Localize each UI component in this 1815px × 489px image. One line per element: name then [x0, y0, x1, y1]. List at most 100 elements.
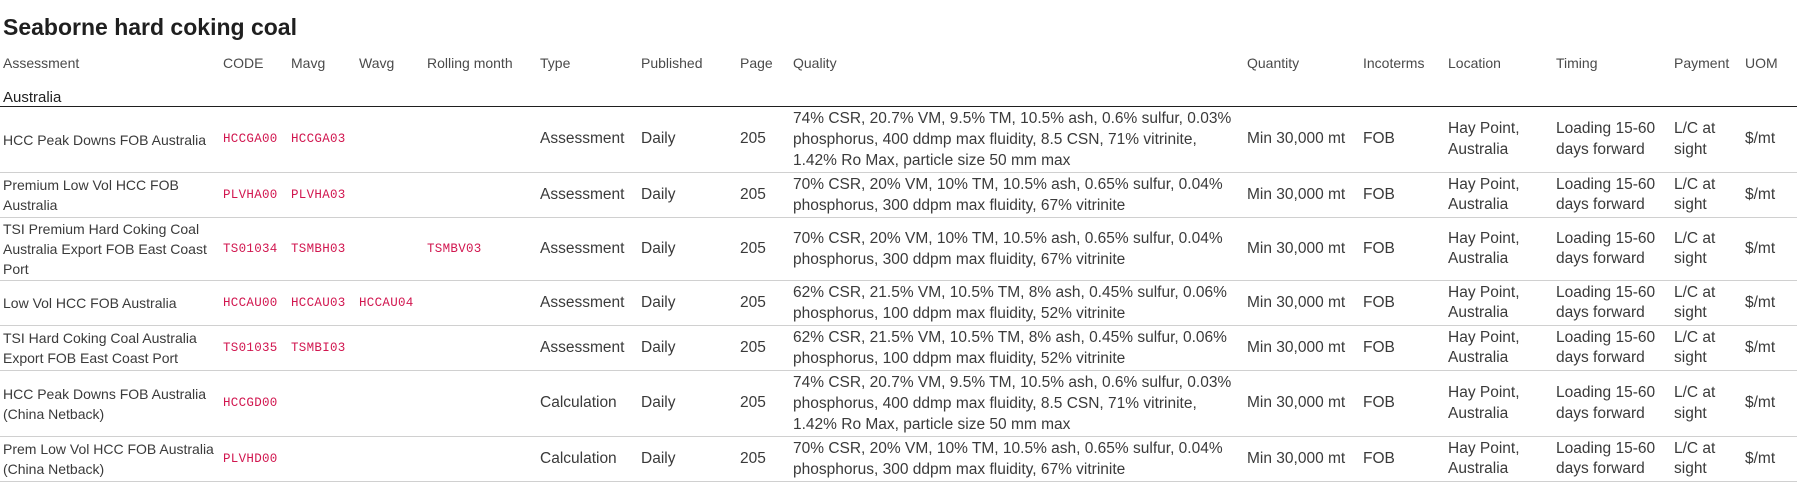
cell-code: TS01034 — [220, 217, 288, 281]
cell-incoterms: FOB — [1360, 325, 1445, 371]
cell-published: Daily — [638, 106, 737, 173]
cell-incoterms: FOB — [1360, 106, 1445, 173]
table-row: Prem Low Vol HCC FOB Australia (China Ne… — [0, 436, 1797, 482]
cell-code: PLVHA00 — [220, 172, 288, 218]
cell-page: 205 — [737, 325, 790, 371]
cell-uom: $/mt — [1742, 106, 1797, 173]
table-row: HCC Peak Downs FOB Australia HCCGA00 HCCGA… — [0, 106, 1797, 173]
cell-code: PLVHD00 — [220, 436, 288, 482]
cell-quantity: Min 30,000 mt — [1244, 370, 1360, 437]
cell-quality: 74% CSR, 20.7% VM, 9.5% TM, 10.5% ash, 0… — [790, 106, 1244, 173]
cell-published: Daily — [638, 280, 737, 326]
col-header-published: Published — [641, 55, 703, 71]
cell-timing: Loading 15-60 days forward — [1553, 370, 1671, 437]
cell-mavg: HCCAU03 — [288, 280, 356, 326]
cell-location: Hay Point, Australia — [1445, 172, 1553, 218]
cell-quantity: Min 30,000 mt — [1244, 106, 1360, 173]
cell-location: Hay Point, Australia — [1445, 436, 1553, 482]
col-header-mavg: Mavg — [291, 55, 326, 71]
header-row: Assessment CODE Mavg Wavg Rolling month … — [0, 48, 1797, 78]
cell-assessment: HCC Peak Downs FOB Australia (China Netb… — [0, 370, 220, 437]
cell-incoterms: FOB — [1360, 436, 1445, 482]
col-header-payment: Payment — [1674, 55, 1730, 71]
cell-incoterms: FOB — [1360, 370, 1445, 437]
col-header-code: CODE — [223, 55, 264, 71]
cell-assessment: HCC Peak Downs FOB Australia — [0, 106, 220, 173]
cell-mavg — [288, 436, 356, 482]
cell-payment: L/C at sight — [1671, 325, 1742, 371]
cell-quality: 62% CSR, 21.5% VM, 10.5% TM, 8% ash, 0.4… — [790, 325, 1244, 371]
col-header-location: Location — [1448, 55, 1501, 71]
cell-timing: Loading 15-60 days forward — [1553, 325, 1671, 371]
cell-code: HCCGD00 — [220, 370, 288, 437]
cell-uom: $/mt — [1742, 370, 1797, 437]
cell-rolling-month — [424, 172, 537, 218]
cell-quality: 70% CSR, 20% VM, 10% TM, 10.5% ash, 0.65… — [790, 217, 1244, 281]
cell-quality: 74% CSR, 20.7% VM, 9.5% TM, 10.5% ash, 0… — [790, 370, 1244, 437]
cell-page: 205 — [737, 217, 790, 281]
cell-payment: L/C at sight — [1671, 217, 1742, 281]
cell-timing: Loading 15-60 days forward — [1553, 172, 1671, 218]
cell-timing: Loading 15-60 days forward — [1553, 217, 1671, 281]
cell-payment: L/C at sight — [1671, 436, 1742, 482]
col-header-wavg: Wavg — [359, 55, 395, 71]
col-header-quality: Quality — [793, 55, 837, 71]
cell-assessment: TSI Hard Coking Coal Australia Export FO… — [0, 325, 220, 371]
col-header-quantity: Quantity — [1247, 55, 1300, 71]
cell-page: 205 — [737, 436, 790, 482]
cell-incoterms: FOB — [1360, 280, 1445, 326]
cell-assessment: Prem Low Vol HCC FOB Australia (China Ne… — [0, 436, 220, 482]
cell-assessment: Premium Low Vol HCC FOB Australia — [0, 172, 220, 218]
cell-location: Hay Point, Australia — [1445, 325, 1553, 371]
table-row: Premium Low Vol HCC FOB Australia PLVHA00… — [0, 172, 1797, 218]
cell-published: Daily — [638, 436, 737, 482]
cell-location: Hay Point, Australia — [1445, 370, 1553, 437]
cell-wavg — [356, 325, 424, 371]
cell-page: 205 — [737, 280, 790, 326]
cell-payment: L/C at sight — [1671, 106, 1742, 173]
cell-rolling-month — [424, 106, 537, 173]
col-header-rolling-month: Rolling month — [427, 55, 513, 71]
cell-quality: 70% CSR, 20% VM, 10% TM, 10.5% ash, 0.65… — [790, 436, 1244, 482]
cell-uom: $/mt — [1742, 172, 1797, 218]
cell-location: Hay Point, Australia — [1445, 217, 1553, 281]
cell-incoterms: FOB — [1360, 172, 1445, 218]
col-header-uom: UOM — [1745, 55, 1778, 71]
cell-rolling-month — [424, 280, 537, 326]
cell-mavg: PLVHA03 — [288, 172, 356, 218]
col-header-timing: Timing — [1556, 55, 1598, 71]
cell-payment: L/C at sight — [1671, 370, 1742, 437]
cell-type: Calculation — [537, 370, 638, 437]
cell-wavg: HCCAU04 — [356, 280, 424, 326]
col-header-type: Type — [540, 55, 571, 71]
cell-rolling-month — [424, 370, 537, 437]
cell-type: Assessment — [537, 325, 638, 371]
region-label: Australia — [0, 78, 1797, 107]
cell-code: HCCGA00 — [220, 106, 288, 173]
cell-quantity: Min 30,000 mt — [1244, 172, 1360, 218]
cell-mavg — [288, 370, 356, 437]
cell-type: Assessment — [537, 217, 638, 281]
cell-timing: Loading 15-60 days forward — [1553, 280, 1671, 326]
cell-type: Calculation — [537, 436, 638, 482]
cell-wavg — [356, 172, 424, 218]
cell-rolling-month — [424, 436, 537, 482]
cell-wavg — [356, 217, 424, 281]
cell-payment: L/C at sight — [1671, 172, 1742, 218]
cell-quality: 62% CSR, 21.5% VM, 10.5% TM, 8% ash, 0.4… — [790, 280, 1244, 326]
col-header-incoterms: Incoterms — [1363, 55, 1425, 71]
cell-quality: 70% CSR, 20% VM, 10% TM, 10.5% ash, 0.65… — [790, 172, 1244, 218]
region-row: Australia — [0, 78, 1797, 107]
cell-type: Assessment — [537, 106, 638, 173]
table-row: Low Vol HCC FOB Australia HCCAU00 HCCAU03 H… — [0, 280, 1797, 326]
cell-type: Assessment — [537, 172, 638, 218]
cell-assessment: TSI Premium Hard Coking Coal Australia E… — [0, 217, 220, 281]
page-title: Seaborne hard coking coal — [3, 14, 297, 40]
col-header-assessment: Assessment — [3, 55, 80, 71]
cell-incoterms: FOB — [1360, 217, 1445, 281]
cell-uom: $/mt — [1742, 217, 1797, 281]
cell-assessment: Low Vol HCC FOB Australia — [0, 280, 220, 326]
cell-mavg: TSMBI03 — [288, 325, 356, 371]
cell-page: 205 — [737, 370, 790, 437]
cell-published: Daily — [638, 370, 737, 437]
